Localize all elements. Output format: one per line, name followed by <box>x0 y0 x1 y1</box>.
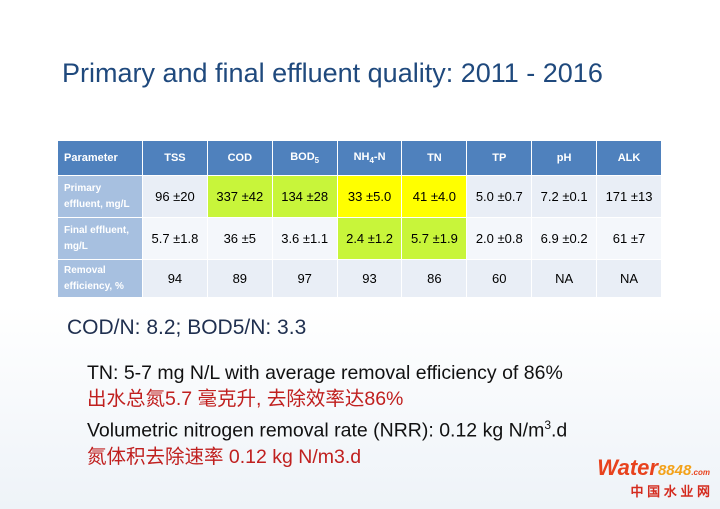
bullet-line: 出水总氮5.7 毫克升, 去除效率达86% <box>87 386 567 412</box>
table-cell: 97 <box>271 259 338 298</box>
table-cell: 60 <box>466 259 533 298</box>
brand-number: 8848 <box>657 462 692 479</box>
header-cell: TSS <box>142 140 208 176</box>
bullet-text: 出水总氮5.7 毫克升, 去除效率达86% <box>87 388 404 410</box>
brand-domain: .com <box>691 468 710 477</box>
header-cell: NH4-N <box>336 140 403 176</box>
header-cell: pH <box>531 140 598 176</box>
table-cell: 2.4 ±1.2 <box>336 217 403 260</box>
row-label: Primary effluent, mg/L <box>57 175 143 218</box>
bullet-line: TN: 5-7 mg N/L with average removal effi… <box>87 360 567 386</box>
table-cell: 94 <box>142 259 208 298</box>
header-row: Parameter TSS COD BOD5 NH4-N TN TP pH ALK <box>57 140 662 176</box>
header-cell: BOD5 <box>271 140 338 176</box>
bullet-line: Volumetric nitrogen removal rate (NRR): … <box>87 412 567 444</box>
watermark-name: 中 国 水 业 网 <box>630 484 710 499</box>
table-cell: 96 ±20 <box>142 175 208 218</box>
header-cell: Parameter <box>57 140 143 176</box>
table-row: Removal efficiency, % 94 89 97 93 86 60 NA NA <box>57 259 662 298</box>
row-label: Final effluent, mg/L <box>57 217 143 260</box>
header-subscript: 5 <box>314 156 320 166</box>
brand: Water <box>597 455 658 480</box>
header-text: BOD <box>290 150 315 163</box>
header-cell: COD <box>206 140 273 176</box>
table-cell: 36 ±5 <box>206 217 273 260</box>
table-cell: 89 <box>206 259 273 298</box>
table-cell: 3.6 ±1.1 <box>271 217 338 260</box>
bullet-line: 氮体积去除速率 0.12 kg N/m3.d <box>87 444 567 470</box>
table-cell: 134 ±28 <box>271 175 338 218</box>
table-cell: 2.0 ±0.8 <box>466 217 533 260</box>
table-cell: 5.7 ±1.8 <box>142 217 208 260</box>
table-cell: 6.9 ±0.2 <box>531 217 598 260</box>
table-cell: 5.7 ±1.9 <box>401 217 468 260</box>
table-cell: NA <box>596 259 662 298</box>
header-cell: TN <box>401 140 468 176</box>
table-cell: 61 ±7 <box>596 217 662 260</box>
ratio-line: COD/N: 8.2; BOD5/N: 3.3 <box>67 316 307 339</box>
table-cell: 33 ±5.0 <box>336 175 403 218</box>
table-row: Primary effluent, mg/L 96 ±20 337 ±42 134 ±… <box>57 175 662 218</box>
superscript: 3 <box>544 418 552 432</box>
table-cell: 337 ±42 <box>206 175 273 218</box>
bullet-text: 氮体积去除速率 0.12 kg N/m3.d <box>87 445 362 468</box>
table-cell: NA <box>531 259 598 298</box>
bullet-text: Volumetric nitrogen removal rate (NRR): … <box>87 419 545 442</box>
bullet-text: TN: 5-7 mg N/L with average removal effi… <box>87 362 563 384</box>
table-cell: 86 <box>401 259 468 298</box>
header-subscript: 4 <box>369 156 374 166</box>
table-cell: 41 ±4.0 <box>401 175 468 218</box>
watermark-logo: Water8848.com <box>560 455 710 481</box>
header-text: NH <box>353 150 370 163</box>
table-cell: 5.0 ±0.7 <box>466 175 533 218</box>
table-row: Final effluent, mg/L 5.7 ±1.8 36 ±5 3.6 ±1.… <box>57 217 662 260</box>
data-table: Parameter TSS COD BOD5 NH4-N TN TP pH ALK Primary… <box>57 140 662 298</box>
table-cell: 93 <box>336 259 403 298</box>
watermark: Water8848.com 中 国 水 业 网 <box>560 455 710 500</box>
header-text: -N <box>373 150 386 163</box>
table-cell: 7.2 ±0.1 <box>531 175 598 218</box>
row-label: Removal efficiency, % <box>57 259 143 298</box>
bullets: TN: 5-7 mg N/L with average removal effi… <box>87 360 567 470</box>
slide-title: Primary and final effluent quality: 2011… <box>62 58 603 88</box>
table-cell: 171 ±13 <box>596 175 662 218</box>
header-cell: TP <box>466 140 533 176</box>
header-cell: ALK <box>596 140 662 176</box>
bullet-text: .d <box>551 419 568 442</box>
